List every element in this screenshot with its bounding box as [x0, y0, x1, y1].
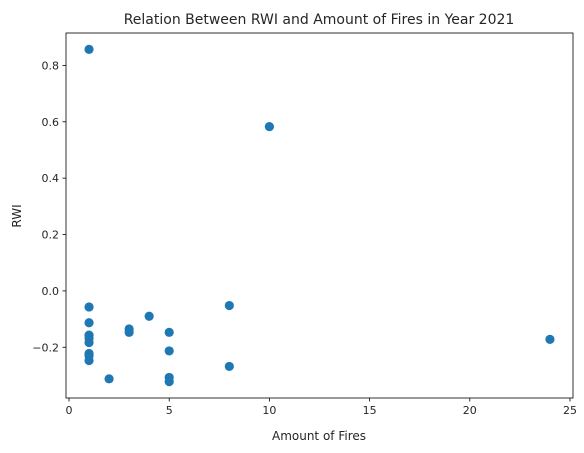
data-point — [84, 338, 93, 347]
data-point — [165, 377, 174, 386]
data-point — [84, 302, 93, 311]
data-point — [125, 328, 134, 337]
y-tick-label: −0.2 — [32, 341, 59, 354]
x-tick-label: 0 — [66, 404, 73, 417]
data-point — [225, 301, 234, 310]
x-tick-label: 10 — [262, 404, 276, 417]
points-layer — [84, 45, 554, 387]
y-tick-label: 0.6 — [42, 116, 60, 129]
data-point — [84, 45, 93, 54]
data-point — [84, 356, 93, 365]
x-tick-label: 20 — [463, 404, 477, 417]
y-tick-label: 0.0 — [42, 285, 60, 298]
x-tick-label: 15 — [363, 404, 377, 417]
y-tick-label: 0.2 — [42, 229, 60, 242]
y-axis-label: RWI — [10, 204, 24, 227]
x-tick-label: 25 — [563, 404, 577, 417]
data-point — [265, 122, 274, 131]
data-point — [545, 335, 554, 344]
plot-frame — [66, 33, 573, 398]
y-tick-label: 0.4 — [42, 172, 60, 185]
data-point — [145, 312, 154, 321]
x-axis-label: Amount of Fires — [272, 429, 366, 443]
data-point — [165, 346, 174, 355]
y-tick-label: 0.8 — [42, 59, 60, 72]
x-axis-ticks: 0 5 10 15 20 25 — [66, 398, 577, 417]
data-point — [104, 374, 113, 383]
x-tick-label: 5 — [166, 404, 173, 417]
data-point — [84, 318, 93, 327]
data-point — [225, 362, 234, 371]
y-axis-ticks: −0.2 0.0 0.2 0.4 0.6 0.8 — [32, 59, 66, 354]
chart-title: Relation Between RWI and Amount of Fires… — [124, 12, 515, 28]
data-point — [165, 328, 174, 337]
